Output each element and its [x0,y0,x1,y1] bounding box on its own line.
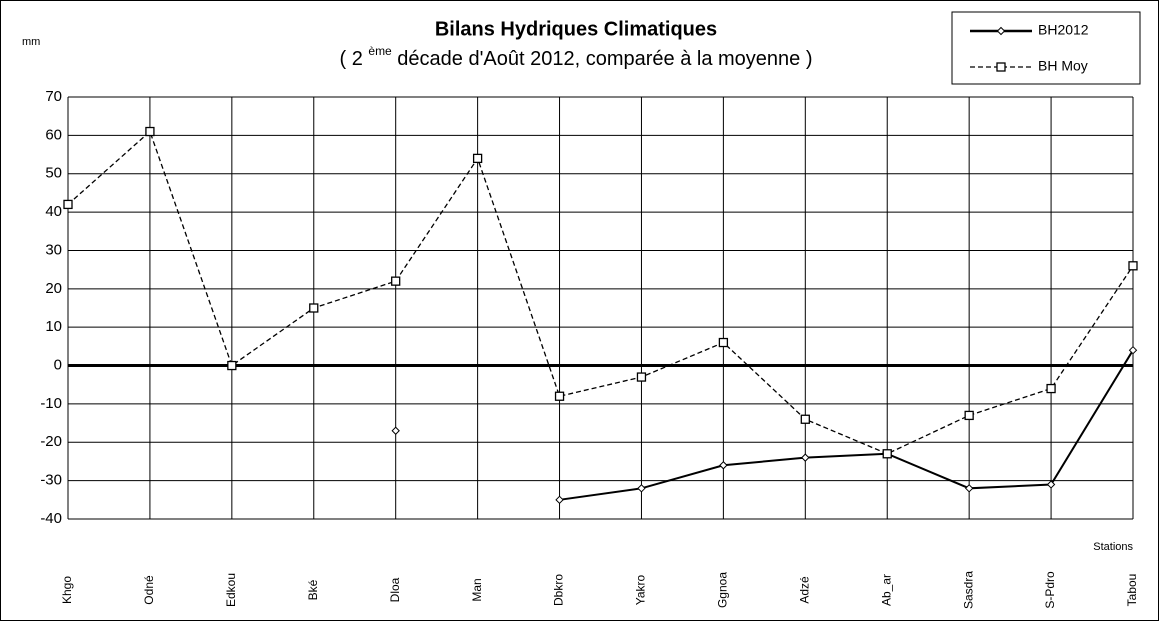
legend-marker [996,26,1006,36]
x-tick-label: Odné [142,575,156,605]
point-diamond [555,495,564,505]
x-tick-label: Khgo [60,576,74,604]
x-tick-label: Dbkro [552,574,566,606]
point-square [1046,383,1056,394]
x-tick-label: Edkou [224,573,238,607]
point-diamond [637,484,646,493]
legend-label: BH Moy [1038,58,1088,74]
y-tick-label: 70 [45,88,62,105]
x-tick-label: Man [470,578,484,601]
subtitle-part: ( 2 [339,48,368,70]
point-square [964,410,974,421]
y-tick-label: -30 [40,472,62,489]
point-square [391,276,401,286]
point-square [882,449,892,459]
point-square [63,199,73,210]
point-diamond [964,484,974,493]
x-tick-label: Dloa [388,577,402,602]
y-tick-label: -20 [40,433,62,450]
chart-title: Bilans Hydriques Climatiques [435,18,717,40]
y-tick-label: -40 [40,510,62,527]
y-tick-label: 0 [54,357,62,374]
point-square [800,414,810,424]
x-tick-label: Yakro [634,574,648,605]
x-tick-label: Tabou [1125,574,1139,607]
point-diamond [1128,345,1138,355]
legend-label: BH2012 [1038,22,1089,38]
x-tick-label: Ggnoa [716,572,730,608]
y-tick-label: 40 [45,203,62,220]
y-tick-label: -10 [40,395,62,412]
y-tick-label: 20 [45,280,62,297]
point-square [1128,261,1138,271]
point-square [472,153,483,164]
point-square [309,303,319,313]
subtitle-part: décade d'Août 2012, comparée à la moyenn… [392,48,813,70]
point-diamond [801,453,810,462]
x-tick-label: Sasdra [961,571,975,609]
y-tick-label: 10 [45,318,62,335]
point-square [718,337,729,348]
x-tick-label: Ab_ar [879,574,893,606]
point-square [554,391,565,401]
y-axis-label: mm [22,36,40,48]
point-square [227,360,237,371]
legend-marker [996,62,1006,72]
point-square [145,126,155,137]
point-diamond [391,426,400,435]
x-axis-label: Stations [1093,541,1133,553]
legend-box [951,11,1141,85]
x-tick-label: S-Pdro [1043,571,1057,609]
point-diamond [719,461,728,470]
series-line [67,130,1134,455]
y-tick-label: 50 [45,165,62,182]
x-tick-label: Adzé [797,576,811,604]
y-tick-label: 60 [45,126,62,143]
series-line [559,349,1134,501]
y-tick-label: 30 [45,241,62,258]
point-square [636,372,647,382]
chart-subtitle: ( 2 ème décade d'Août 2012, comparée à l… [339,44,812,70]
x-tick-label: Bké [306,579,320,600]
point-diamond [1046,480,1056,489]
subtitle-sup: ème [368,44,392,58]
